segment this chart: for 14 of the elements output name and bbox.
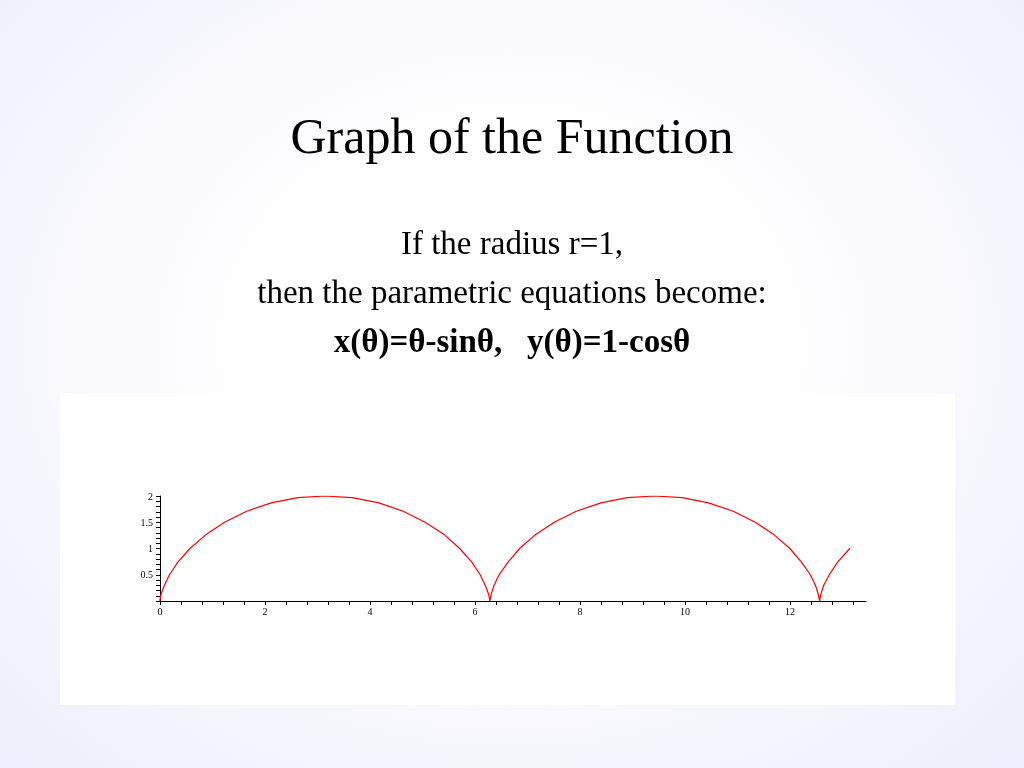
y-tick-label: 2 [148, 490, 153, 502]
text: x(θ)=θ-sinθ, y(θ)=1-cosθ [332, 322, 692, 361]
x-tick-label: 12 [784, 605, 795, 617]
x-tick-label: 10 [679, 605, 690, 617]
y-tick-label: 1.5 [140, 516, 153, 528]
chart-title: Graph of the Function [289, 107, 735, 166]
chart-subtitle: If the radius r=1, then the parametric equations become: [256, 224, 768, 312]
x-tick-label: 2 [262, 605, 268, 617]
x-tick-label: 0 [157, 605, 163, 617]
y-tick-label: 0.5 [140, 569, 153, 581]
x-tick-label: 6 [472, 605, 478, 617]
y-tick-label: 1 [148, 543, 153, 554]
x-tick-label: 8 [577, 605, 583, 617]
x-tick-label: 4 [367, 605, 373, 617]
